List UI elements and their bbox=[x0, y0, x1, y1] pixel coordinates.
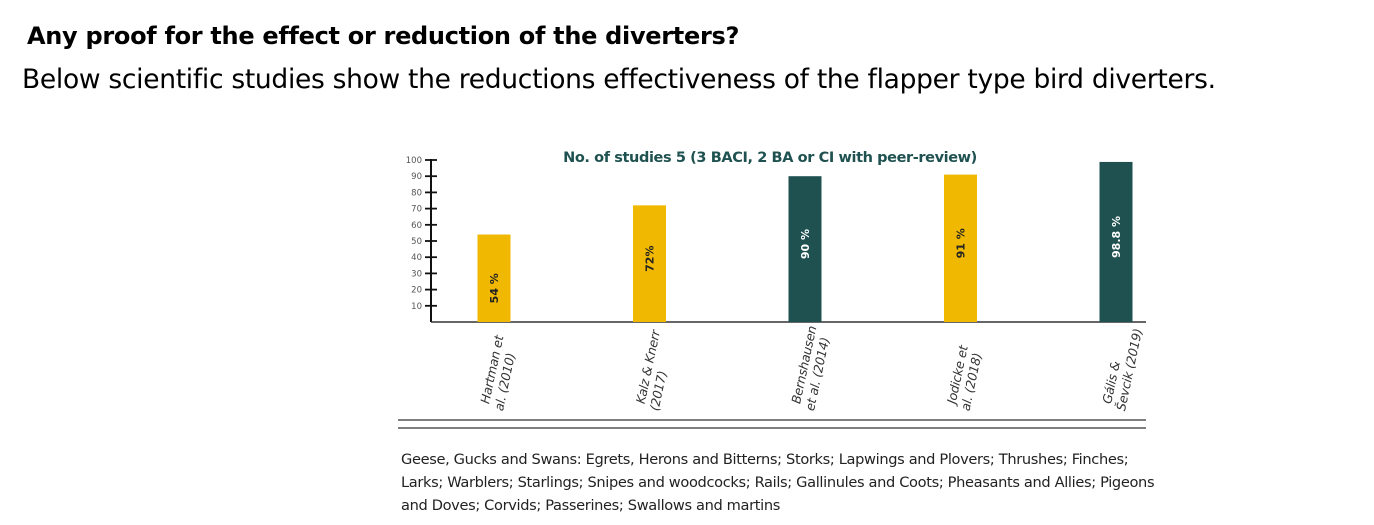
chart-title: No. of studies 5 (3 BACI, 2 BA or CI wit… bbox=[563, 150, 977, 166]
bar bbox=[477, 234, 511, 322]
species-caption: Geese, Gucks and Swans: Egrets, Herons a… bbox=[401, 451, 1155, 514]
y-tick-label: 20 bbox=[411, 286, 422, 296]
bar-data-label: 54 % bbox=[488, 273, 501, 303]
bar-data-label: 90 % bbox=[799, 229, 812, 259]
y-axis: 10 20 30 40 50 60 70 80 90 100 bbox=[406, 156, 1146, 323]
x-category-label: Gális &Ševcik (2019) bbox=[1099, 327, 1145, 412]
y-tick-label: 100 bbox=[406, 156, 422, 166]
bar bbox=[788, 176, 822, 322]
slide-subheading: Below scientific studies show the reduct… bbox=[22, 64, 1216, 95]
y-tick-label: 60 bbox=[411, 221, 422, 231]
bar bbox=[944, 174, 977, 322]
bar-data-label: 72% bbox=[644, 246, 657, 272]
bar bbox=[1099, 161, 1133, 322]
bar-data-label: 91 % bbox=[955, 228, 968, 258]
x-category-label: Kalz & Knerr(2017) bbox=[633, 328, 670, 412]
y-tick-label: 10 bbox=[411, 302, 422, 312]
bar-data-label: 98.8 % bbox=[1110, 216, 1123, 258]
y-tick-label: 30 bbox=[411, 269, 422, 279]
y-tick-label: 90 bbox=[411, 172, 422, 182]
y-tick-label: 80 bbox=[411, 188, 422, 198]
y-tick-label: 40 bbox=[411, 253, 422, 263]
y-tick-label: 50 bbox=[411, 237, 422, 247]
y-tick-label: 70 bbox=[411, 205, 422, 215]
bar bbox=[633, 205, 666, 322]
slide-heading: Any proof for the effect or reduction of… bbox=[27, 22, 740, 50]
bars-group: 54 % 72% 90 % 91 % 98.8 % bbox=[477, 161, 1133, 322]
